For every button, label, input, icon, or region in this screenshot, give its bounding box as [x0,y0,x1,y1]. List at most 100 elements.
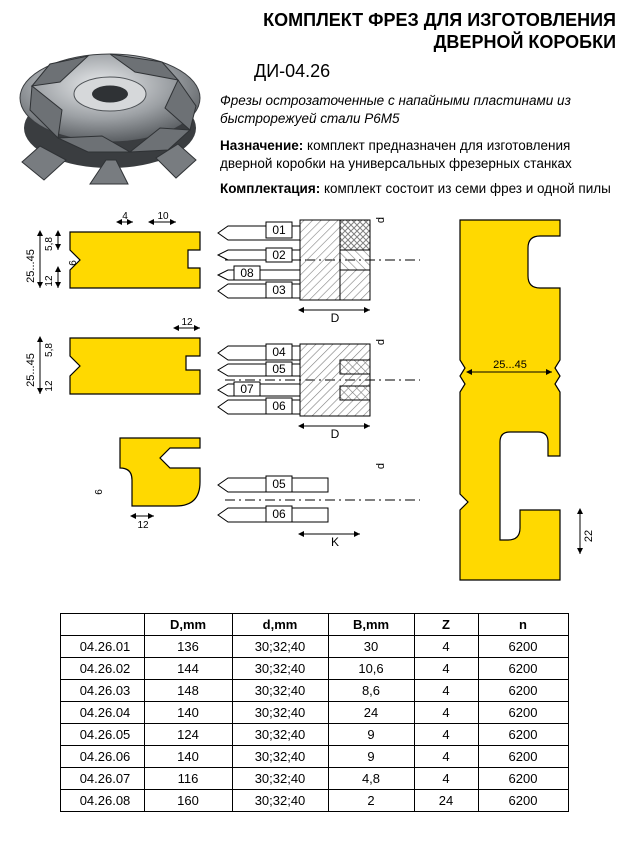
table-row: 04.26.0711630;32;404,846200 [60,768,568,790]
svg-text:03: 03 [272,283,286,297]
svg-text:05: 05 [272,477,286,491]
col-header: D,mm [144,614,232,636]
purpose: Назначение: комплект предназначен для из… [220,137,616,172]
col-header [60,614,144,636]
page-title: КОМПЛЕКТ ФРЕЗ ДЛЯ ИЗГОТОВЛЕНИЯ ДВЕРНОЙ К… [220,10,616,53]
svg-text:K: K [331,535,339,549]
table-cell: 140 [144,702,232,724]
table-cell: 10,6 [328,658,414,680]
svg-text:25...45: 25...45 [25,353,37,387]
table-cell: 04.26.08 [60,790,144,812]
kit-text: комплект состоит из семи фрез и одной пи… [320,181,611,196]
svg-text:d: d [375,217,387,223]
table-cell: 24 [414,790,478,812]
table-cell: 30;32;40 [232,680,328,702]
svg-text:12: 12 [44,380,55,392]
svg-text:5,8: 5,8 [44,237,55,251]
table-cell: 04.26.04 [60,702,144,724]
table-cell: 6200 [478,768,568,790]
table-cell: 4 [414,702,478,724]
col-header: d,mm [232,614,328,636]
table-cell: 4 [414,680,478,702]
table-cell: 30 [328,636,414,658]
svg-text:01: 01 [272,223,286,237]
table-row: 04.26.0414030;32;402446200 [60,702,568,724]
spec-table: D,mmd,mmB,mmZn 04.26.0113630;32;40304620… [60,613,569,812]
svg-text:10: 10 [157,211,169,222]
table-cell: 30;32;40 [232,658,328,680]
table-cell: 04.26.02 [60,658,144,680]
svg-text:D: D [331,427,340,441]
table-cell: 8,6 [328,680,414,702]
table-cell: 4 [414,636,478,658]
table-row: 04.26.0512430;32;40946200 [60,724,568,746]
svg-text:07: 07 [240,382,254,396]
table-cell: 30;32;40 [232,636,328,658]
profile-1: 25...45 5,8 12 6 4 10 [25,211,200,288]
svg-text:08: 08 [240,266,254,280]
table-cell: 04.26.01 [60,636,144,658]
purpose-label: Назначение: [220,138,303,153]
table-cell: 04.26.07 [60,768,144,790]
svg-text:06: 06 [272,507,286,521]
svg-text:06: 06 [272,399,286,413]
table-cell: 30;32;40 [232,790,328,812]
table-cell: 4 [414,658,478,680]
table-row: 04.26.0214430;32;4010,646200 [60,658,568,680]
assembly-bot: 05 06 K d [218,463,420,549]
svg-text:05: 05 [272,362,286,376]
table-cell: 116 [144,768,232,790]
svg-text:D: D [331,311,340,325]
svg-text:4: 4 [122,211,128,222]
svg-text:12: 12 [44,275,55,287]
profile-3: 6 12 [94,438,200,531]
table-cell: 124 [144,724,232,746]
table-cell: 24 [328,702,414,724]
table-cell: 04.26.06 [60,746,144,768]
svg-text:02: 02 [272,248,286,262]
svg-text:25...45: 25...45 [493,359,527,371]
table-cell: 148 [144,680,232,702]
col-header: n [478,614,568,636]
table-cell: 6200 [478,658,568,680]
table-row: 04.26.0816030;32;402246200 [60,790,568,812]
table-cell: 2 [328,790,414,812]
kit-label: Комплектация: [220,181,320,196]
table-cell: 4 [414,724,478,746]
title-line2: ДВЕРНОЙ КОРОБКИ [434,32,616,52]
svg-text:d: d [375,339,387,345]
svg-text:12: 12 [181,317,193,328]
table-cell: 9 [328,746,414,768]
svg-text:25...45: 25...45 [25,249,37,283]
table-cell: 136 [144,636,232,658]
table-cell: 9 [328,724,414,746]
table-cell: 144 [144,658,232,680]
technical-diagram: 25...45 5,8 12 6 4 10 25...45 5,8 12 12 … [0,210,628,605]
table-cell: 6200 [478,746,568,768]
col-header: Z [414,614,478,636]
table-cell: 6200 [478,790,568,812]
table-cell: 6200 [478,702,568,724]
table-cell: 30;32;40 [232,768,328,790]
table-row: 04.26.0314830;32;408,646200 [60,680,568,702]
product-photo [0,0,220,210]
svg-text:6: 6 [68,260,79,266]
svg-text:d: d [375,463,387,469]
table-cell: 140 [144,746,232,768]
product-code: ДИ-04.26 [254,61,616,82]
table-cell: 160 [144,790,232,812]
table-cell: 04.26.03 [60,680,144,702]
table-row: 04.26.0614030;32;40946200 [60,746,568,768]
col-header: B,mm [328,614,414,636]
table-cell: 04.26.05 [60,724,144,746]
svg-text:12: 12 [137,520,149,531]
table-cell: 30;32;40 [232,702,328,724]
kit: Комплектация: комплект состоит из семи ф… [220,180,616,198]
svg-text:6: 6 [94,489,105,495]
profile-2: 25...45 5,8 12 12 [25,317,200,394]
table-cell: 6200 [478,636,568,658]
svg-text:04: 04 [272,345,286,359]
assembly-mid: 04 05 07 06 D d [218,339,420,441]
svg-text:5,8: 5,8 [44,343,55,357]
frame-profile: 25...45 22 [460,220,595,580]
